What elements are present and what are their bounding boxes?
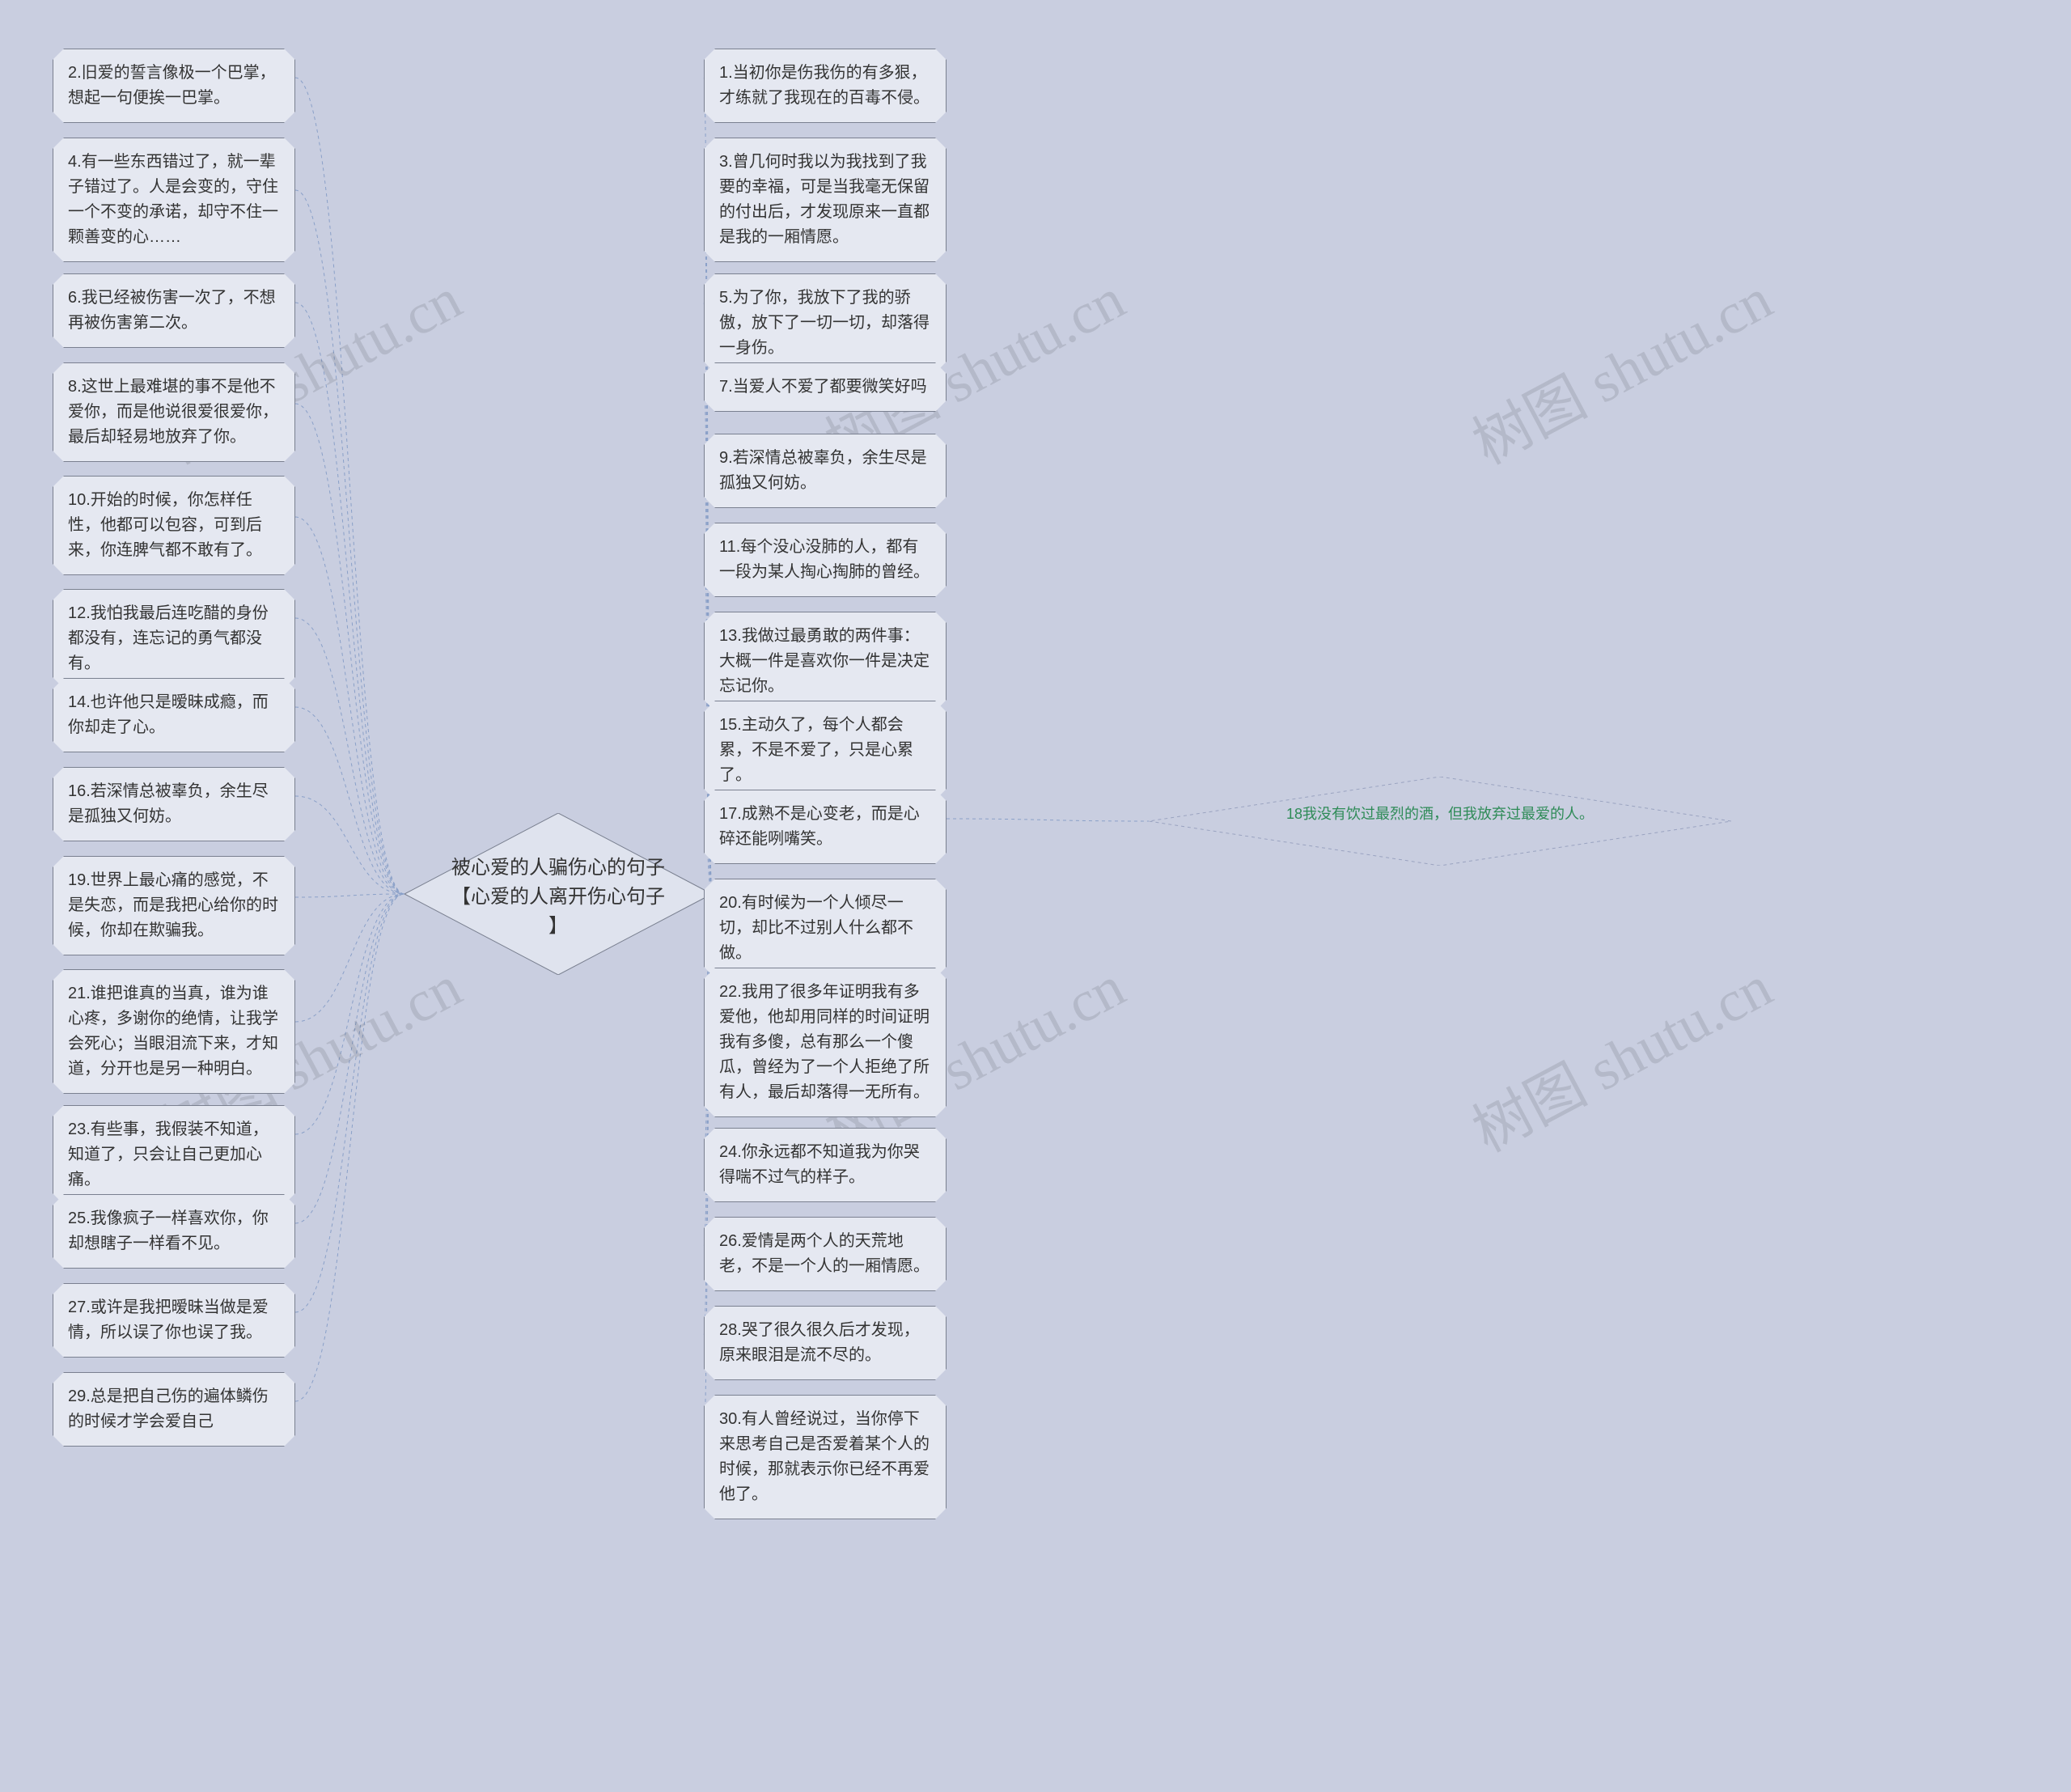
connector (295, 190, 404, 894)
mindmap-node: 20.有时候为一个人倾尽一切，却比不过别人什么都不做。 (704, 879, 947, 978)
connector (295, 894, 404, 1223)
connector (295, 78, 404, 894)
mindmap-node: 12.我怕我最后连吃醋的身份都没有，连忘记的勇气都没有。 (53, 589, 295, 688)
mindmap-node: 6.我已经被伤害一次了，不想再被伤害第二次。 (53, 273, 295, 348)
mindmap-node: 8.这世上最难堪的事不是他不爱你，而是他说很爱很爱你，最后却轻易地放弃了你。 (53, 362, 295, 462)
connectors-layer (0, 0, 2071, 1792)
mindmap-node: 13.我做过最勇敢的两件事：大概一件是喜欢你一件是决定忘记你。 (704, 612, 947, 711)
mindmap-node: 9.若深情总被辜负，余生尽是孤独又何妨。 (704, 434, 947, 508)
connector (295, 618, 404, 894)
mindmap-node: 28.哭了很久很久后才发现，原来眼泪是流不尽的。 (704, 1306, 947, 1380)
connector (295, 894, 404, 1022)
connector (295, 894, 404, 1401)
connector (295, 303, 404, 894)
connector (947, 819, 1149, 821)
connector (295, 796, 404, 894)
center-title: 被心爱的人骗伤心的句子 【心爱的人离开伤心句子 】 (404, 854, 712, 941)
mindmap-node: 7.当爱人不爱了都要微笑好吗 (704, 362, 947, 412)
connector (295, 517, 404, 894)
mindmap-node: 4.有一些东西错过了，就一辈子错过了。人是会变的，守住一个不变的承诺，却守不住一… (53, 138, 295, 262)
mindmap-node: 25.我像疯子一样喜欢你，你却想瞎子一样看不见。 (53, 1194, 295, 1269)
mindmap-node: 23.有些事，我假装不知道，知道了，只会让自己更加心痛。 (53, 1105, 295, 1205)
mindmap-node: 19.世界上最心痛的感觉，不是失恋，而是我把心给你的时候，你却在欺骗我。 (53, 856, 295, 955)
connector (295, 894, 404, 1312)
mindmap-node: 2.旧爱的誓言像极一个巴掌，想起一句便挨一巴掌。 (53, 49, 295, 123)
mindmap-node: 26.爱情是两个人的天荒地老，不是一个人的一厢情愿。 (704, 1217, 947, 1291)
mindmap-node: 1.当初你是伤我伤的有多狠，才练就了我现在的百毒不侵。 (704, 49, 947, 123)
mindmap-node: 14.也许他只是暧昧成瘾，而你却走了心。 (53, 678, 295, 752)
mindmap-node: 10.开始的时候，你怎样任性，他都可以包容，可到后来，你连脾气都不敢有了。 (53, 476, 295, 575)
center-title-line1: 被心爱的人骗伤心的句子 (451, 857, 665, 879)
mindmap-node: 22.我用了很多年证明我有多爱他，他却用同样的时间证明我有多傻，总有那么一个傻瓜… (704, 968, 947, 1117)
mindmap-node: 29.总是把自己伤的遍体鳞伤的时候才学会爱自己 (53, 1372, 295, 1447)
leaf-text: 18我没有饮过最烈的酒，但我放弃过最爱的人。 (1277, 803, 1603, 825)
mindmap-node: 16.若深情总被辜负，余生尽是孤独又何妨。 (53, 767, 295, 841)
connector (295, 894, 404, 897)
center-title-line3: 】 (548, 915, 568, 937)
mindmap-node: 30.有人曾经说过，当你停下来思考自己是否爱着某个人的时候，那就表示你已经不再爱… (704, 1395, 947, 1519)
connector (295, 404, 404, 894)
mindmap-node: 5.为了你，我放下了我的骄傲，放下了一切一切，却落得一身伤。 (704, 273, 947, 373)
mindmap-node: 11.每个没心没肺的人，都有一段为某人掏心掏肺的曾经。 (704, 523, 947, 597)
mindmap-node: 15.主动久了，每个人都会累，不是不爱了，只是心累了。 (704, 701, 947, 800)
mindmap-node: 24.你永远都不知道我为你哭得喘不过气的样子。 (704, 1128, 947, 1202)
center-title-line2: 【心爱的人离开伤心句子 (451, 886, 665, 908)
mindmap-node: 21.谁把谁真的当真，谁为谁心疼，多谢你的绝情，让我学会死心；当眼泪流下来，才知… (53, 969, 295, 1094)
connector (295, 894, 404, 1134)
mindmap-node: 3.曾几何时我以为我找到了我要的幸福，可是当我毫无保留的付出后，才发现原来一直都… (704, 138, 947, 262)
mindmap-node: 27.或许是我把暧昧当做是爱情，所以误了你也误了我。 (53, 1283, 295, 1358)
mindmap-node: 17.成熟不是心变老，而是心碎还能咧嘴笑。 (704, 790, 947, 864)
